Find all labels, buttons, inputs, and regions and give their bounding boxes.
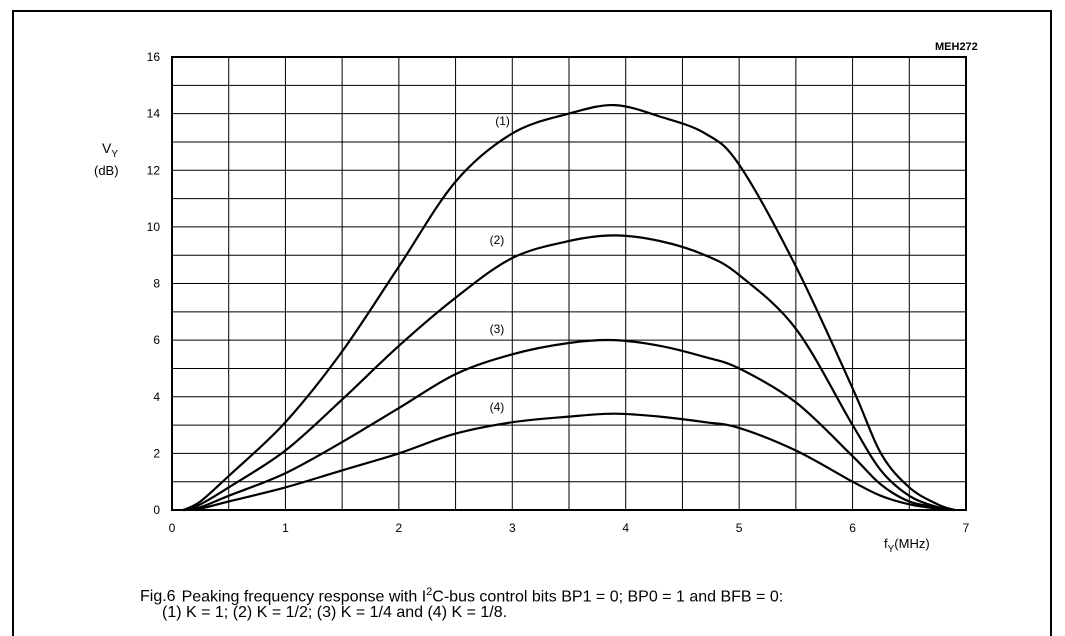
caption-text-pre: Peaking frequency response with I <box>181 588 427 606</box>
caption-superscript: 2 <box>426 586 433 598</box>
y-axis-label-main: V <box>102 140 112 156</box>
caption-text-post: C-bus control bits BP1 = 0; BP0 = 1 and … <box>432 588 784 606</box>
y-tick-label: 16 <box>147 50 161 64</box>
series-line-1 <box>182 103 956 512</box>
series-label-1: (1) <box>495 114 510 128</box>
figure-code: MEH272 <box>935 41 978 53</box>
y-tick-label: 12 <box>147 163 161 177</box>
x-axis-label: fY(MHz) <box>884 536 930 555</box>
y-axis-label: VY <box>102 140 118 160</box>
series-label-4: (4) <box>490 400 505 414</box>
y-tick-label: 4 <box>153 390 160 404</box>
x-tick-label: 1 <box>282 521 289 535</box>
series-line-2 <box>182 234 955 512</box>
y-tick-label: 10 <box>147 220 161 234</box>
series-line-3 <box>183 338 955 512</box>
y-tick-label: 0 <box>153 503 160 517</box>
x-axis-label-unit: (MHz) <box>894 536 929 551</box>
y-axis-label-sub: Y <box>111 149 118 160</box>
figure-caption-line-2: (1) K = 1; (2) K = 1/2; (3) K = 1/4 and … <box>162 604 508 621</box>
series-label-3: (3) <box>490 322 505 336</box>
plot-area-border <box>171 56 967 511</box>
x-tick-label: 4 <box>622 521 629 535</box>
figure-label: Fig.6 <box>140 588 176 606</box>
y-tick-label: 8 <box>153 277 160 291</box>
x-tick-label: 2 <box>396 521 403 535</box>
x-tick-label: 7 <box>963 521 970 535</box>
x-tick-label: 0 <box>169 521 176 535</box>
x-tick-label: 6 <box>849 521 856 535</box>
y-tick-label: 6 <box>153 333 160 347</box>
x-tick-label: 5 <box>736 521 743 535</box>
series-line-4 <box>183 412 955 512</box>
series-lines <box>182 103 956 512</box>
y-tick-label: 2 <box>153 446 160 460</box>
y-tick-label: 14 <box>147 107 161 121</box>
series-labels: (1) (2) (3) (4) <box>490 114 510 414</box>
y-axis-unit: (dB) <box>94 163 119 178</box>
x-axis-label-main: f <box>884 536 888 551</box>
x-tick-label: 3 <box>509 521 516 535</box>
figure-frame <box>12 10 1052 636</box>
figure-caption-line-1: Fig.6 Peaking frequency response with I2C… <box>140 582 783 607</box>
grid <box>171 56 967 511</box>
x-axis-label-sub: Y <box>888 544 895 555</box>
series-label-2: (2) <box>490 233 505 247</box>
